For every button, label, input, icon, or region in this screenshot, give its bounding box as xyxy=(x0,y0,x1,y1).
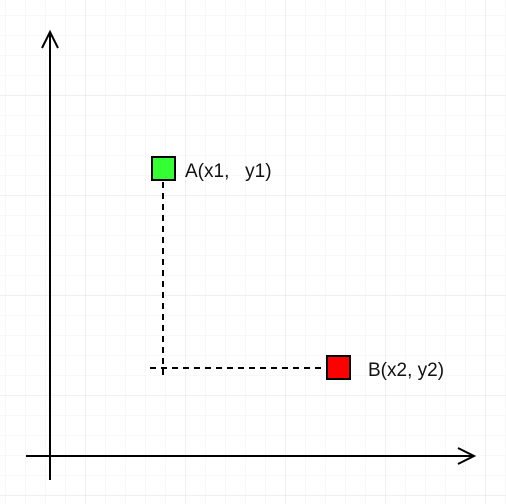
point-a-label: A(x1, y1) xyxy=(185,161,272,182)
x-axis-arrowhead-icon xyxy=(457,447,477,465)
point-b-marker xyxy=(326,355,351,380)
y-axis-arrowhead-icon xyxy=(41,29,59,49)
x-axis xyxy=(26,447,477,465)
point-a-marker xyxy=(151,156,176,181)
y-axis xyxy=(41,29,59,480)
point-b-label: B(x2, y2) xyxy=(368,360,444,381)
